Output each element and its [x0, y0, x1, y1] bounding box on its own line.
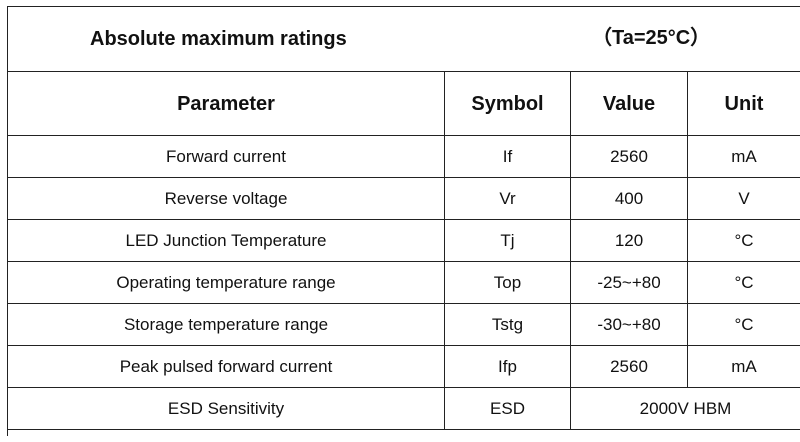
table-tail-row: [7, 429, 800, 436]
value-cell: 2000V HBM: [570, 387, 800, 430]
table-header-row: Parameter Symbol Value Unit: [7, 71, 800, 136]
unit-cell: V: [687, 177, 800, 220]
tail-cell: [7, 429, 800, 436]
value-cell: 120: [570, 219, 688, 262]
parameter-cell: Peak pulsed forward current: [7, 345, 445, 388]
value-cell: 400: [570, 177, 688, 220]
header-symbol: Symbol: [444, 71, 571, 136]
symbol-cell: Ifp: [444, 345, 571, 388]
parameter-cell: LED Junction Temperature: [7, 219, 445, 262]
unit-cell: °C: [687, 303, 800, 346]
table-title: Absolute maximum ratings: [90, 28, 347, 50]
value-cell: -30~+80: [570, 303, 688, 346]
table-row: Peak pulsed forward current Ifp 2560 mA: [7, 345, 800, 388]
symbol-cell: Vr: [444, 177, 571, 220]
table-row: LED Junction Temperature Tj 120 °C: [7, 219, 800, 262]
table-row: Forward current If 2560 mA: [7, 135, 800, 178]
absolute-maximum-ratings-table: Absolute maximum ratings （Ta=25°C） Param…: [7, 6, 800, 436]
value-cell: 2560: [570, 135, 688, 178]
unit-cell: mA: [687, 135, 800, 178]
value-cell: 2560: [570, 345, 688, 388]
unit-cell: mA: [687, 345, 800, 388]
symbol-cell: Top: [444, 261, 571, 304]
unit-cell: °C: [687, 219, 800, 262]
header-unit: Unit: [687, 71, 800, 136]
parameter-cell: ESD Sensitivity: [7, 387, 445, 430]
title-cell: Absolute maximum ratings （Ta=25°C）: [7, 6, 800, 72]
parameter-cell: Forward current: [7, 135, 445, 178]
unit-cell: °C: [687, 261, 800, 304]
symbol-cell: If: [444, 135, 571, 178]
table-row-esd: ESD Sensitivity ESD 2000V HBM: [7, 387, 800, 430]
parameter-cell: Reverse voltage: [7, 177, 445, 220]
value-cell: -25~+80: [570, 261, 688, 304]
symbol-cell: Tstg: [444, 303, 571, 346]
parameter-cell: Storage temperature range: [7, 303, 445, 346]
table-row: Operating temperature range Top -25~+80 …: [7, 261, 800, 304]
table-row: Reverse voltage Vr 400 V: [7, 177, 800, 220]
table-row: Storage temperature range Tstg -30~+80 °…: [7, 303, 800, 346]
header-value: Value: [570, 71, 688, 136]
parameter-cell: Operating temperature range: [7, 261, 445, 304]
table-condition: （Ta=25°C）: [592, 27, 711, 49]
table-title-row: Absolute maximum ratings （Ta=25°C）: [7, 6, 800, 72]
header-parameter: Parameter: [7, 71, 445, 136]
symbol-cell: ESD: [444, 387, 571, 430]
symbol-cell: Tj: [444, 219, 571, 262]
ratings-sheet: Absolute maximum ratings （Ta=25°C） Param…: [7, 6, 800, 442]
